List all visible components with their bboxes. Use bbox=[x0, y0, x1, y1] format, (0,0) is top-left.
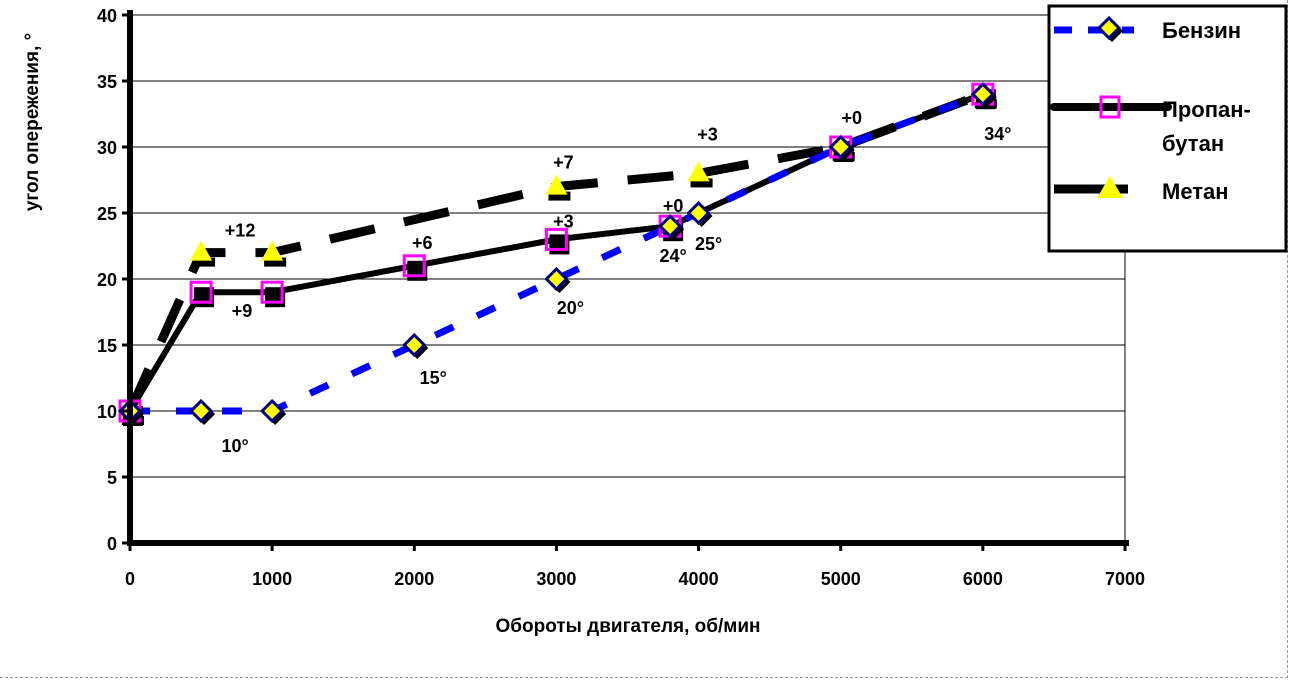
data-label-metan: +0 bbox=[841, 108, 862, 128]
data-label-benzin: 25° bbox=[695, 234, 722, 254]
x-tick-label: 4000 bbox=[679, 569, 719, 589]
data-point-metan bbox=[687, 161, 713, 188]
legend: Бензин Пропан- бутан Метан bbox=[1047, 4, 1288, 253]
data-label-benzin: 24° bbox=[660, 246, 687, 266]
data-point-benzin bbox=[970, 82, 997, 109]
y-tick-label: 5 bbox=[107, 468, 117, 488]
data-point-propane bbox=[402, 254, 428, 281]
legend-label-metan: Метан bbox=[1162, 179, 1229, 204]
y-tick-label: 35 bbox=[97, 72, 117, 92]
data-label-propane: +3 bbox=[553, 211, 574, 231]
series-line-benzin bbox=[130, 90, 985, 415]
x-tick-label: 7000 bbox=[1105, 569, 1145, 589]
x-tick-label: 5000 bbox=[821, 569, 861, 589]
y-tick-label: 10 bbox=[97, 402, 117, 422]
data-point-metan bbox=[190, 240, 216, 267]
legend-marker-benzin bbox=[1096, 15, 1123, 42]
data-point-benzin bbox=[544, 266, 571, 293]
data-point-benzin bbox=[686, 200, 713, 227]
data-label-benzin: 20° bbox=[557, 298, 584, 318]
x-axis-title: Обороты двигателя, об/мин bbox=[496, 616, 761, 637]
data-label-propane: +9 bbox=[232, 301, 253, 321]
y-tick-label: 30 bbox=[97, 138, 117, 158]
x-tick-label: 2000 bbox=[394, 569, 434, 589]
legend-label-propane-1: Пропан- bbox=[1162, 97, 1251, 122]
data-point-metan bbox=[545, 174, 571, 201]
legend-label-benzin: Бензин bbox=[1162, 18, 1241, 43]
data-label-propane: +6 bbox=[412, 233, 433, 253]
y-tick-label: 0 bbox=[107, 534, 117, 554]
data-label-benzin: 15° bbox=[420, 368, 447, 388]
y-tick-label: 15 bbox=[97, 336, 117, 356]
data-point-benzin bbox=[658, 214, 685, 241]
data-point-benzin bbox=[828, 134, 855, 161]
data-label-benzin: 34° bbox=[984, 124, 1011, 144]
legend-marker-propane bbox=[1099, 95, 1121, 119]
x-tick-label: 0 bbox=[125, 569, 135, 589]
x-tick-label: 3000 bbox=[536, 569, 576, 589]
data-label-metan: +7 bbox=[553, 153, 574, 173]
data-label-propane: +0 bbox=[663, 196, 684, 216]
y-tick-label: 40 bbox=[97, 6, 117, 26]
data-point-benzin bbox=[260, 398, 287, 425]
legend-label-propane-2: бутан bbox=[1162, 131, 1224, 156]
data-point-propane bbox=[189, 280, 215, 308]
data-point-metan bbox=[261, 240, 287, 267]
data-point-propane bbox=[260, 280, 286, 308]
legend-marker-metan bbox=[1097, 176, 1123, 198]
data-label-benzin: 10° bbox=[221, 436, 248, 456]
data-point-benzin bbox=[402, 332, 429, 359]
data-point-benzin bbox=[188, 398, 216, 425]
data-label-metan: +12 bbox=[225, 221, 256, 241]
data-label-metan: +3 bbox=[697, 124, 718, 144]
y-axis-title: угол опережения, ° bbox=[22, 33, 43, 211]
x-tick-label: 1000 bbox=[252, 569, 292, 589]
data-point-propane bbox=[544, 227, 570, 255]
x-tick-label: 6000 bbox=[963, 569, 1003, 589]
y-tick-label: 25 bbox=[97, 204, 117, 224]
y-tick-label: 20 bbox=[97, 270, 117, 290]
